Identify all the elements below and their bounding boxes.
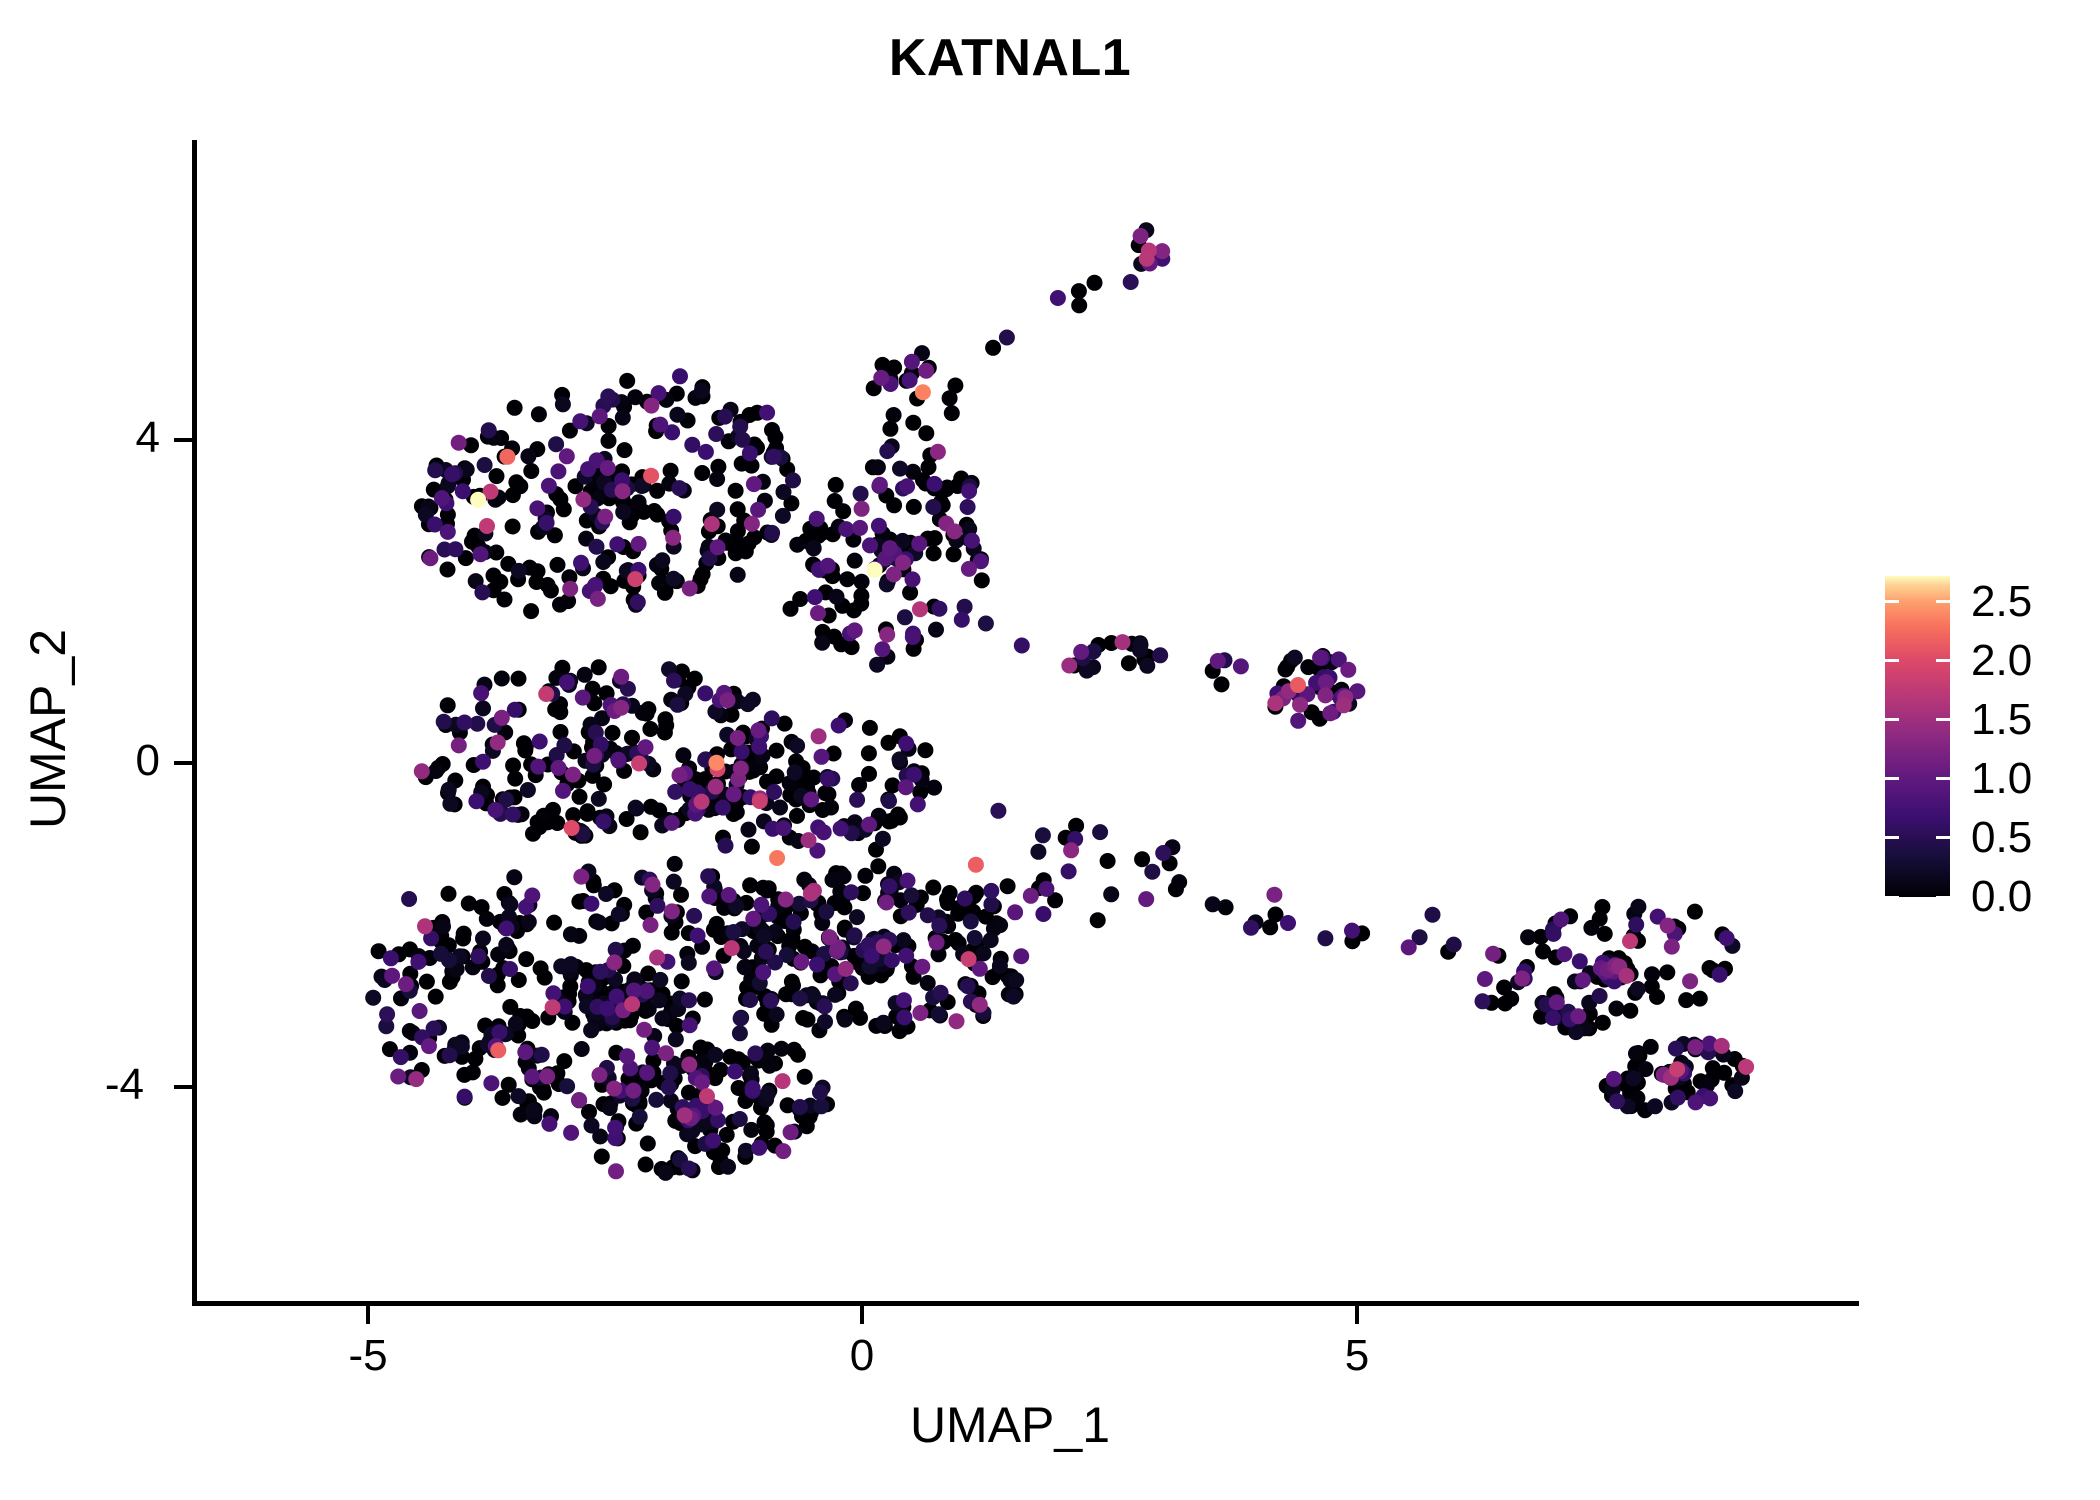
x-tick-label-minus-5: -5 xyxy=(348,1331,388,1380)
colorbar-tick-label: 2.5 xyxy=(1971,576,2033,626)
x-axis-label: UMAP_1 xyxy=(909,1397,1111,1453)
colorbar-tick-label: 0.0 xyxy=(1971,872,2033,921)
y-axis-line xyxy=(192,140,197,1306)
x-tick-mark-minus-5 xyxy=(366,1306,370,1324)
colorbar-tick-mark xyxy=(1936,836,1950,840)
colorbar-tick-mark xyxy=(1936,600,1950,604)
y-tick-mark-minus-4 xyxy=(174,1085,192,1089)
colorbar-tick-mark xyxy=(1885,895,1899,899)
y-axis-label: UMAP_2 xyxy=(20,628,76,830)
y-tick-mark-4 xyxy=(174,438,192,442)
colorbar-tick-label: 1.0 xyxy=(1971,753,2033,803)
page-title: KATNAL1 xyxy=(888,29,1132,87)
colorbar-tick-mark xyxy=(1885,659,1899,663)
y-tick-mark-0 xyxy=(174,761,192,765)
colorbar-tick-mark xyxy=(1885,718,1899,722)
colorbar-tick-mark xyxy=(1885,777,1899,781)
colorbar-tick-mark xyxy=(1936,777,1950,781)
colorbar-tick-label: 1.5 xyxy=(1971,694,2033,744)
scatter-points-layer xyxy=(365,222,1755,1181)
x-tick-label-5: 5 xyxy=(1344,1331,1370,1380)
x-tick-mark-5 xyxy=(1355,1306,1359,1324)
x-tick-mark-0 xyxy=(860,1306,864,1324)
colorbar-tick-mark xyxy=(1936,718,1950,722)
colorbar-gradient xyxy=(1885,576,1950,897)
colorbar-tick-mark xyxy=(1885,600,1899,604)
y-tick-label-0: 0 xyxy=(135,736,160,785)
plot-panel xyxy=(195,140,1855,1303)
colorbar-tick-mark xyxy=(1885,836,1899,840)
y-tick-label-4: 4 xyxy=(135,413,160,462)
colorbar-tick-mark xyxy=(1936,659,1950,663)
colorbar-tick-mark xyxy=(1936,895,1950,899)
colorbar-tick-label: 0.5 xyxy=(1971,812,2033,862)
colorbar-tick-label: 2.0 xyxy=(1971,635,2033,685)
x-tick-label-0: 0 xyxy=(849,1331,875,1380)
x-axis-line xyxy=(192,1301,1859,1306)
y-tick-label-minus-4: -4 xyxy=(104,1060,144,1109)
